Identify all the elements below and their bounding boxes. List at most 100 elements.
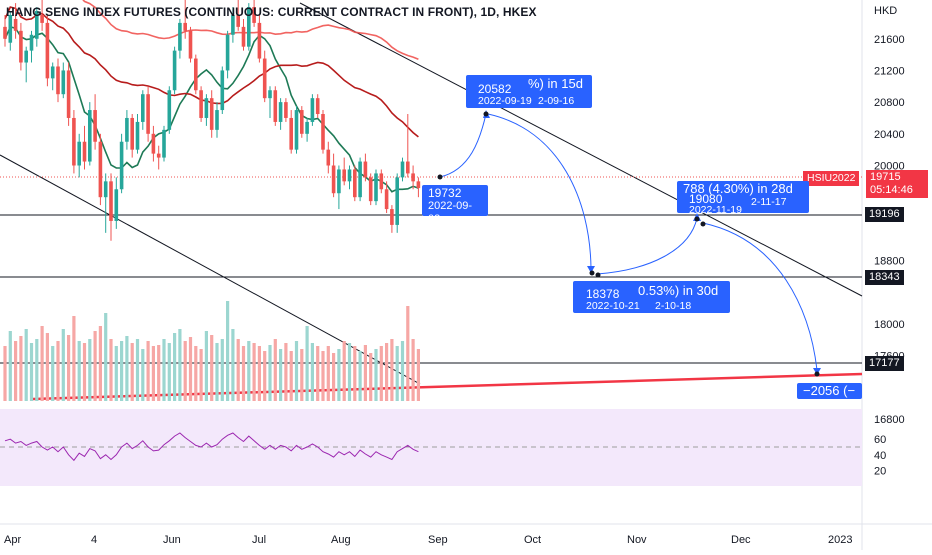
volume-bar xyxy=(257,346,261,401)
volume-bar xyxy=(77,341,81,401)
rsi-tick-label: 20 xyxy=(874,465,886,477)
candle-body xyxy=(268,90,272,99)
candle-body xyxy=(300,110,304,134)
volume-bar xyxy=(300,349,304,401)
candle-body xyxy=(194,58,198,91)
candle-body xyxy=(130,117,134,150)
candles xyxy=(3,0,421,241)
candle-body xyxy=(284,102,288,118)
projection-box-1-value: 19732 xyxy=(428,186,462,200)
volume-bar xyxy=(173,333,177,401)
volume-bar xyxy=(374,349,378,401)
last-price-value: 19715 xyxy=(870,171,901,183)
candle-body xyxy=(77,141,81,166)
volume-bar xyxy=(316,346,320,401)
volume-bar xyxy=(416,349,420,401)
volume-bar xyxy=(400,341,405,401)
rsi-series xyxy=(4,432,419,462)
chart-title: HANG SENG INDEX FUTURES (CONTINUOUS: CUR… xyxy=(6,5,537,19)
volume-bar xyxy=(93,331,97,401)
candle-body xyxy=(199,90,203,118)
candle-body xyxy=(50,66,55,79)
volume-bar xyxy=(263,351,267,401)
volume-bar xyxy=(358,351,362,401)
candle-body xyxy=(390,209,394,225)
candle-body xyxy=(347,169,352,182)
volume-bar xyxy=(236,339,240,401)
candle-body xyxy=(326,149,331,166)
countdown-timer: 05:14:46 xyxy=(870,184,913,196)
last-price-badge: 19715 05:14:46 xyxy=(866,170,928,198)
candle-body xyxy=(247,7,251,47)
projection-dot xyxy=(589,270,595,276)
volume-bar xyxy=(210,335,214,401)
rsi-tick-label: 40 xyxy=(874,450,886,462)
projection-dots xyxy=(437,111,820,377)
rsi-axis: 60 40 20 xyxy=(874,434,886,477)
rsi-tick-label: 60 xyxy=(874,434,886,446)
projection-arc-4 xyxy=(702,222,818,371)
candle-body xyxy=(119,141,124,190)
volume-bar xyxy=(120,341,124,401)
price-tick-label: 21200 xyxy=(874,65,905,77)
volume-bar xyxy=(3,346,7,401)
candle-body xyxy=(3,26,7,39)
volume-bar xyxy=(194,346,198,401)
candle-body xyxy=(289,117,293,150)
volume-bar xyxy=(379,346,383,401)
arrowhead-icon xyxy=(587,266,595,273)
candle-body xyxy=(204,98,209,118)
projection-arc-3 xyxy=(596,217,698,275)
level-badge-19196: 19196 xyxy=(865,207,904,222)
candle-body xyxy=(252,7,256,23)
projection-dot xyxy=(694,216,700,222)
candle-body xyxy=(368,177,373,202)
candle-body xyxy=(241,26,246,47)
ma-slow-line xyxy=(82,0,419,61)
candle-body xyxy=(384,189,389,210)
candle-body xyxy=(183,22,187,31)
projection-box-4-date: 2022-11-19 xyxy=(689,204,742,216)
symbol-badge: HSIU2022 xyxy=(803,171,860,186)
volume-bar xyxy=(19,336,23,401)
projection-box-2-range: %) in 15d xyxy=(528,76,583,91)
volume-bar xyxy=(279,349,283,401)
candle-body xyxy=(342,169,346,182)
candle-body xyxy=(395,177,399,225)
candle-body xyxy=(294,110,299,150)
candle-body xyxy=(114,189,119,221)
candle-body xyxy=(231,14,235,35)
candle-body xyxy=(337,169,341,194)
projection-box-4: 788 (4.30%) in 28d 19080 2022-11-19 2-11… xyxy=(677,181,809,216)
volume-bar xyxy=(157,345,161,401)
volume-bar xyxy=(24,329,28,401)
candle-body xyxy=(13,18,18,31)
volume-bar xyxy=(114,346,118,401)
volume-bar xyxy=(406,306,410,401)
projection-arrowheads xyxy=(483,110,821,375)
time-tick-label: Dec xyxy=(731,534,751,546)
volume-bar xyxy=(252,343,256,401)
volume-bar xyxy=(141,349,145,401)
candle-body xyxy=(358,161,362,198)
time-tick-label: Aug xyxy=(331,534,351,546)
time-tick-label: Nov xyxy=(627,534,647,546)
time-tick-label: 2023 xyxy=(828,534,852,546)
candle-body xyxy=(56,66,60,95)
volume-bar xyxy=(88,339,92,401)
volume-bar xyxy=(390,339,394,401)
volume-bar xyxy=(72,316,76,401)
candle-body xyxy=(109,181,113,221)
candle-body xyxy=(135,121,140,150)
volume-bar xyxy=(321,351,325,401)
projection-dot xyxy=(595,272,601,278)
volume-bar xyxy=(104,313,108,401)
candle-body xyxy=(29,34,34,51)
projection-arc-1 xyxy=(439,113,487,178)
volume-bar xyxy=(273,339,277,401)
volume-bar xyxy=(40,326,44,401)
time-tick-label: Sep xyxy=(428,534,448,546)
volume-bar xyxy=(188,337,193,401)
candle-body xyxy=(103,181,108,198)
